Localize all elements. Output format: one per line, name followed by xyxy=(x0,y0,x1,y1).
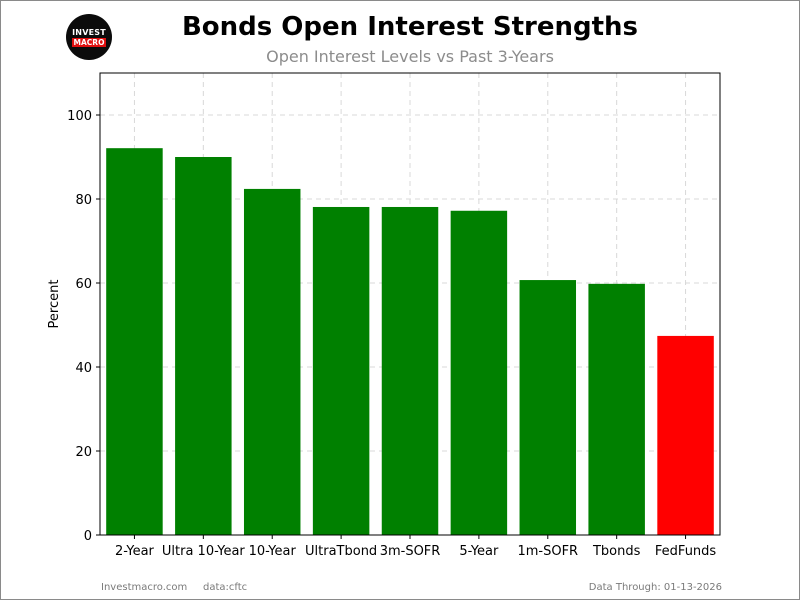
chart-title: Bonds Open Interest Strengths xyxy=(181,12,639,42)
x-tick-label: 10-Year xyxy=(249,544,297,559)
chart-subtitle: Open Interest Levels vs Past 3-Years xyxy=(266,47,554,66)
footer-site: Investmacro.com xyxy=(101,582,188,593)
y-tick-label: 80 xyxy=(75,193,92,208)
x-tick-label: FedFunds xyxy=(655,544,717,559)
x-tick-label: UltraTbond xyxy=(305,544,377,559)
investmacro-logo: INVEST MACRO xyxy=(66,14,112,60)
y-tick-label: 60 xyxy=(75,277,92,292)
footer-source: data:cftc xyxy=(203,582,248,593)
y-tick-label: 0 xyxy=(84,529,92,544)
x-tick-label: Ultra 10-Year xyxy=(162,544,246,559)
bar xyxy=(243,188,301,536)
plot-border xyxy=(99,72,721,536)
bar xyxy=(519,280,577,535)
y-tick-label: 20 xyxy=(75,445,92,460)
bar xyxy=(312,206,370,536)
x-tick-label: Tbonds xyxy=(592,544,641,559)
x-tick-label: 3m-SOFR xyxy=(380,544,441,559)
x-tick-label: 5-Year xyxy=(459,544,499,559)
bar xyxy=(657,335,714,535)
bar xyxy=(450,210,508,535)
bar xyxy=(106,148,163,535)
bar xyxy=(381,206,439,536)
x-tick-label: 2-Year xyxy=(115,544,155,559)
y-axis-label: Percent xyxy=(47,280,62,329)
x-tick-label: 1m-SOFR xyxy=(517,544,578,559)
y-tick-label: 40 xyxy=(75,361,92,376)
bar xyxy=(588,283,645,535)
footer-data-through: Data Through: 01-13-2026 xyxy=(588,582,722,593)
logo-text-invest: INVEST xyxy=(72,27,106,37)
logo-text-macro: MACRO xyxy=(71,37,107,47)
bar xyxy=(175,157,232,535)
y-tick-label: 100 xyxy=(67,109,92,124)
